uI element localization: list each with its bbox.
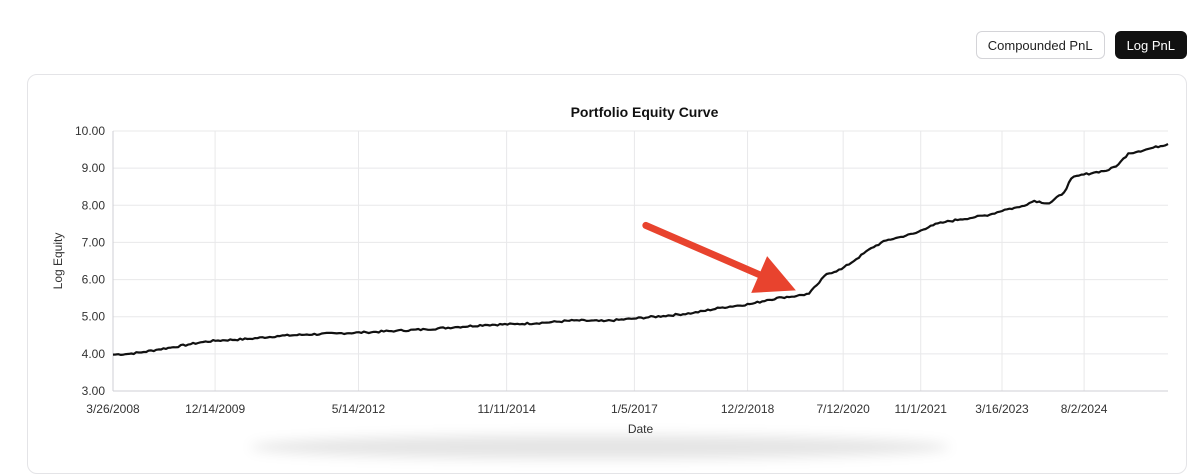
- y-tick-label: 5.00: [82, 310, 106, 324]
- x-tick-label: 12/2/2018: [721, 402, 775, 416]
- log-pnl-button[interactable]: Log PnL: [1114, 31, 1187, 59]
- pnl-mode-toggle: Compounded PnL Log PnL: [975, 31, 1187, 59]
- x-tick-label: 11/1/2021: [894, 402, 947, 416]
- y-tick-label: 10.00: [75, 124, 105, 138]
- compounded-pnl-button[interactable]: Compounded PnL: [975, 31, 1105, 59]
- x-tick-label: 3/16/2023: [975, 402, 1029, 416]
- y-tick-label: 6.00: [82, 273, 106, 287]
- y-tick-label: 4.00: [82, 347, 106, 361]
- equity-series-line: [112, 143, 1169, 356]
- chart-title: Portfolio Equity Curve: [571, 104, 719, 120]
- x-axis-label: Date: [628, 422, 654, 436]
- x-tick-label: 12/14/2009: [185, 402, 245, 416]
- y-tick-label: 9.00: [82, 161, 106, 175]
- equity-chart: 3.00 4.00 5.00 6.00 7.00 8.00 9.00 10.00 3/26/2…: [51, 104, 1169, 436]
- y-tick-label: 3.00: [82, 384, 106, 398]
- annotation-arrow-shaft: [642, 221, 763, 279]
- bottom-shadow: [250, 435, 950, 459]
- y-tick-label: 8.00: [82, 198, 106, 212]
- x-tick-label: 5/14/2012: [332, 402, 386, 416]
- y-tick-label: 7.00: [82, 235, 106, 249]
- annotation-arrow-head: [751, 256, 796, 293]
- x-tick-label: 3/26/2008: [86, 402, 140, 416]
- x-tick-label: 8/2/2024: [1061, 402, 1108, 416]
- y-axis-label: Log Equity: [51, 233, 65, 290]
- x-tick-label: 1/5/2017: [611, 402, 658, 416]
- x-tick-label: 11/11/2014: [477, 402, 536, 416]
- x-tick-label: 7/12/2020: [816, 402, 870, 416]
- chart-card: 3.00 4.00 5.00 6.00 7.00 8.00 9.00 10.00 3/26/2…: [27, 74, 1187, 474]
